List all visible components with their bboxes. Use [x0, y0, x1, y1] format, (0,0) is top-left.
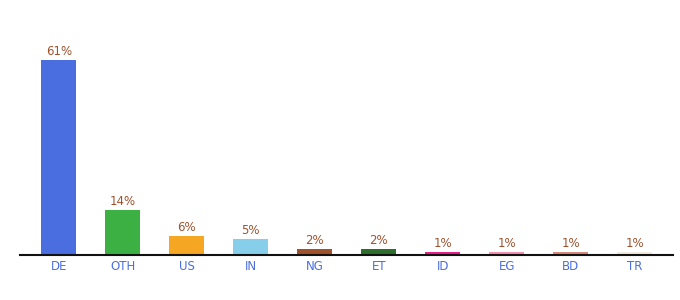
Bar	[617, 252, 652, 255]
Bar	[41, 60, 76, 255]
Bar	[554, 252, 588, 255]
Bar	[425, 252, 460, 255]
Text: 1%: 1%	[562, 237, 580, 250]
Bar	[105, 210, 140, 255]
Text: 14%: 14%	[109, 195, 136, 208]
Bar	[361, 249, 396, 255]
Text: 2%: 2%	[369, 234, 388, 247]
Text: 61%: 61%	[46, 45, 72, 58]
Bar	[233, 239, 269, 255]
Text: 6%: 6%	[177, 221, 196, 234]
Text: 5%: 5%	[241, 224, 260, 237]
Text: 1%: 1%	[498, 237, 516, 250]
Text: 1%: 1%	[433, 237, 452, 250]
Bar	[489, 252, 524, 255]
Text: 2%: 2%	[305, 234, 324, 247]
Text: 1%: 1%	[626, 237, 644, 250]
Bar	[169, 236, 205, 255]
Bar	[297, 249, 333, 255]
